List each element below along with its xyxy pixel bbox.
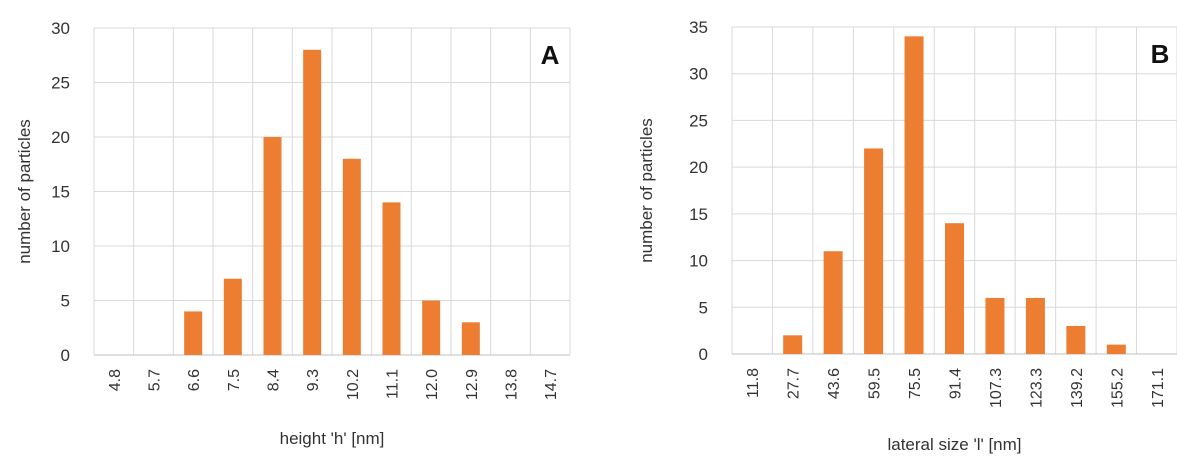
- x-tick-label: 12.0: [424, 369, 441, 400]
- y-tick-label: 15: [689, 205, 708, 224]
- y-tick-label: 30: [689, 65, 708, 84]
- histogram-bar: [1025, 297, 1045, 354]
- x-tick-label: 155.2: [1109, 368, 1126, 408]
- y-tick-label: 35: [689, 18, 708, 37]
- x-tick-label: 5.7: [147, 369, 164, 391]
- x-tick-label: 4.8: [107, 369, 124, 391]
- histogram-bar: [184, 311, 203, 355]
- y-tick-label: 25: [51, 74, 70, 93]
- x-tick-label: 91.4: [948, 368, 965, 399]
- y-tick-label: 30: [51, 19, 70, 38]
- x-tick-label: 11.1: [385, 369, 402, 399]
- x-tick-label: 11.8: [745, 368, 762, 398]
- y-axis-title: number of particles: [15, 119, 34, 264]
- y-tick-label: 20: [51, 128, 70, 147]
- y-tick-label: 5: [699, 298, 708, 317]
- x-tick-label: 6.6: [186, 369, 203, 391]
- histogram-bar: [783, 335, 803, 354]
- panel-label: B: [1151, 39, 1170, 69]
- x-tick-label: 14.7: [543, 369, 560, 400]
- histogram-bar: [263, 137, 282, 355]
- x-tick-label: 59.5: [867, 368, 884, 399]
- y-tick-label: 10: [689, 252, 708, 271]
- y-tick-label: 10: [51, 237, 70, 256]
- y-axis-title: number of particles: [637, 118, 656, 263]
- panel-label: A: [541, 40, 560, 70]
- histogram-bar: [985, 297, 1005, 354]
- x-tick-label: 13.8: [504, 369, 521, 400]
- x-tick-label: 10.2: [345, 369, 362, 400]
- x-tick-label: 75.5: [907, 368, 924, 399]
- x-tick-label: 139.2: [1069, 368, 1086, 408]
- y-tick-label: 20: [689, 158, 708, 177]
- histogram-bar: [1066, 325, 1086, 354]
- histogram-bar: [864, 148, 884, 354]
- x-tick-label: 123.3: [1028, 368, 1045, 408]
- x-tick-label: 8.4: [266, 369, 283, 391]
- histogram-bar: [303, 49, 322, 356]
- histogram-bar: [945, 223, 964, 354]
- histogram-bar: [823, 251, 843, 354]
- x-axis-title: lateral size 'l' [nm]: [887, 435, 1021, 454]
- histogram-bar: [342, 158, 361, 355]
- y-tick-label: 0: [699, 345, 708, 364]
- y-tick-label: 15: [51, 183, 70, 202]
- histogram-bar: [904, 36, 924, 354]
- x-tick-label: 43.6: [826, 368, 843, 399]
- x-tick-label: 27.7: [786, 368, 803, 399]
- x-tick-label: 107.3: [988, 368, 1005, 408]
- x-tick-label: 171.1: [1150, 368, 1167, 408]
- histogram-bar: [422, 300, 441, 355]
- histogram-bar: [461, 322, 480, 355]
- histogram-bar: [1106, 344, 1126, 354]
- histogram-bar: [382, 202, 401, 355]
- chart-panel-a: 0 5 10 15 20 25 30 4.8 5.7 6.6 7.5 8.4 9.3 10.2 11.1 12…: [15, 19, 571, 448]
- histogram-bar: [223, 278, 242, 355]
- y-tick-label: 5: [61, 292, 70, 311]
- chart-panel-b: 0 5 10 15 20 25 30 35 11.8 27.7 43.6 59.5 75.5 91.4 10…: [637, 18, 1177, 454]
- x-axis-title: height 'h' [nm]: [280, 429, 385, 448]
- x-tick-label: 7.5: [226, 369, 243, 391]
- x-tick-label: 12.9: [464, 369, 481, 400]
- x-tick-label: 9.3: [305, 369, 322, 391]
- y-tick-label: 0: [61, 346, 70, 365]
- y-tick-label: 25: [689, 111, 708, 130]
